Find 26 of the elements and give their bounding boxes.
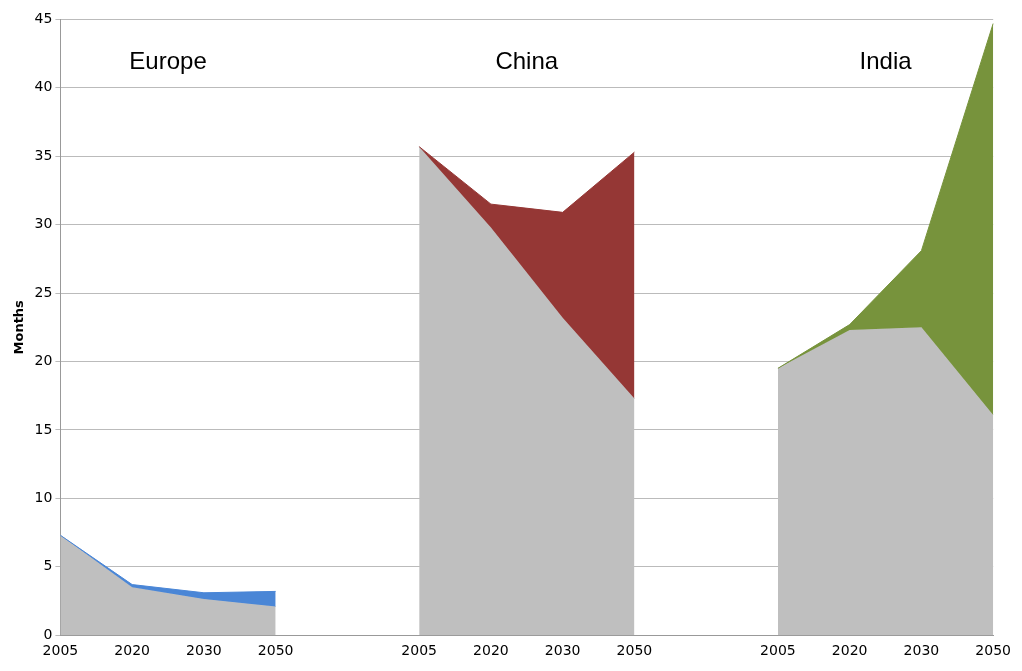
y-tick-label: 25 <box>34 283 53 300</box>
annotation: India <box>859 47 913 75</box>
x-tick-label: 2050 <box>616 642 653 659</box>
annotation: Europe <box>129 47 207 75</box>
annotation: China <box>495 47 559 75</box>
x-tick-label: 2030 <box>544 642 581 659</box>
x-tick-label: 2030 <box>186 642 222 659</box>
x-tick-label: 2020 <box>114 642 150 659</box>
y-tick-label: 0 <box>43 625 53 642</box>
x-tick-label: 2020 <box>831 642 868 659</box>
y-tick-label: 15 <box>34 420 53 437</box>
y-tick-label: 10 <box>34 489 53 505</box>
x-tick-label: 2050 <box>257 642 294 659</box>
y-tick-label: 20 <box>34 352 53 369</box>
x-tick-label: 2030 <box>903 642 940 659</box>
x-tick-label: 2050 <box>975 642 1012 659</box>
y-tick-label: 45 <box>34 10 53 27</box>
y-tick-label: 30 <box>34 215 53 232</box>
x-tick-label: 2005 <box>760 642 796 659</box>
x-tick-label: 2005 <box>401 642 437 659</box>
x-tick-label: 2020 <box>473 642 509 659</box>
y-tick-label: 40 <box>34 78 53 95</box>
y-tick-label: 35 <box>34 146 53 163</box>
y-axis-title: Months <box>11 299 27 355</box>
x-tick-label: 2005 <box>42 642 79 659</box>
y-tick-label: 5 <box>43 557 53 574</box>
